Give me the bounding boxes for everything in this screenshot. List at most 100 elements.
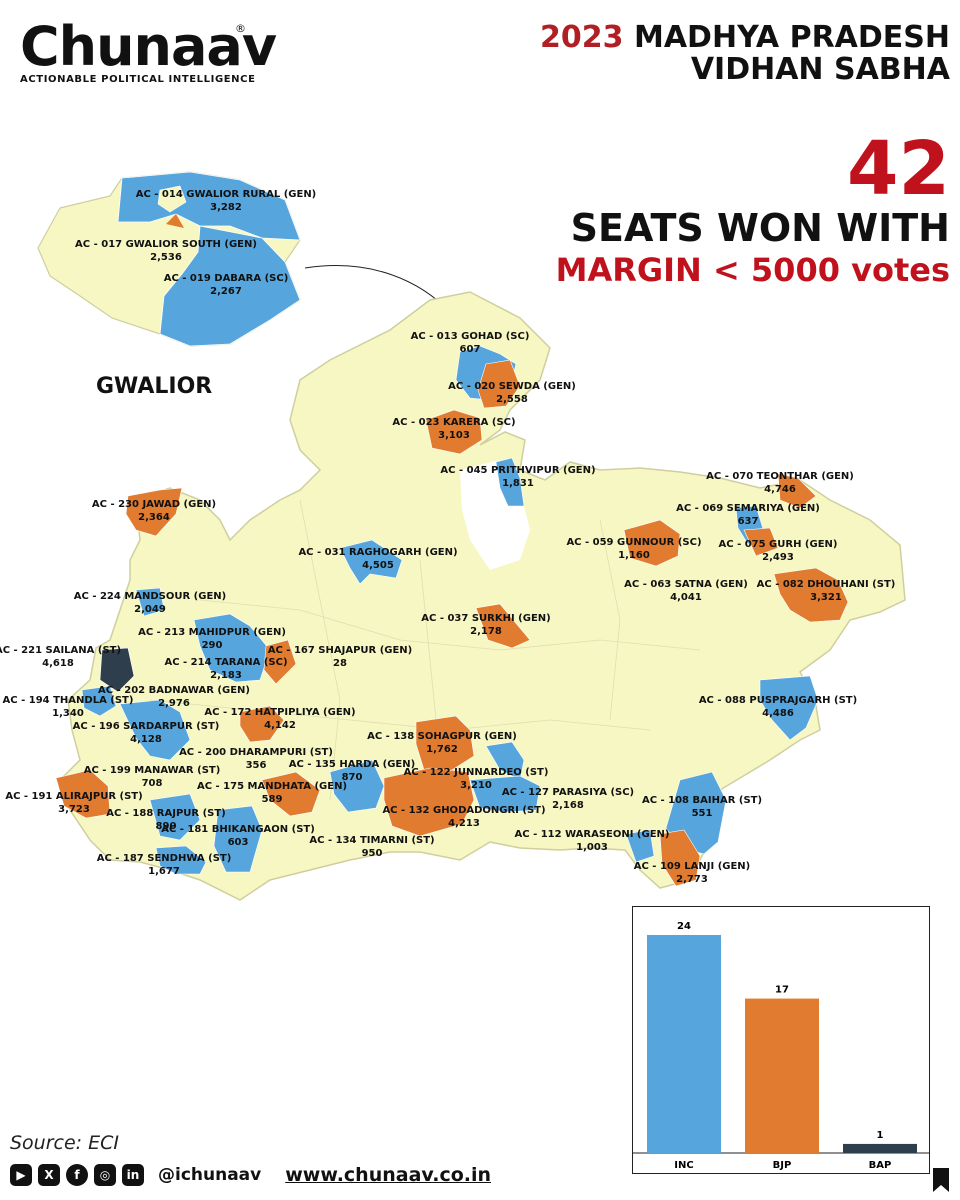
constituency-label: AC - 017 GWALIOR SOUTH (GEN) 2,536 [75,238,257,264]
constituency-margin: 637 [737,516,759,527]
constituency-margin: 4,142 [264,720,296,731]
constituency-margin: 2,267 [210,286,242,297]
social-handle[interactable]: @ichunaav [158,1165,262,1185]
constituency-margin: 870 [341,772,363,783]
constituency-margin: 2,364 [138,512,170,523]
constituency-name: AC - 172 HATPIPLIYA (GEN) [204,707,356,718]
constituency-margin: 2,183 [210,670,242,681]
constituency-label: AC - 014 GWALIOR RURAL (GEN) 3,282 [136,188,317,214]
constituency-name: AC - 199 MANAWAR (ST) [83,765,221,776]
constituency-name: AC - 221 SAILANA (ST) [0,645,122,656]
constituency-name: AC - 069 SEMARIYA (GEN) [676,503,820,514]
constituency-margin: 4,746 [764,484,796,495]
constituency-name: AC - 188 RAJPUR (ST) [106,808,226,819]
constituency-margin: 551 [691,808,713,819]
constituency-name: AC - 202 BADNAWAR (GEN) [98,685,250,696]
constituency-margin: 2,168 [552,800,584,811]
constituency-label: AC - 181 BHIKANGAON (ST) 603 [161,823,315,849]
constituency-label: AC - 135 HARDA (GEN) 870 [289,758,415,784]
constituency-margin: 4,618 [42,658,74,669]
headline-assembly: VIDHAN SABHA [690,52,950,87]
constituency-name: AC - 181 BHIKANGAON (ST) [161,824,315,835]
constituency-label: AC - 213 MAHIDPUR (GEN) 290 [138,626,286,652]
brand-logo: Chunaav ® ACTIONABLE POLITICAL INTELLIGE… [20,15,277,86]
constituency-margin: 603 [227,837,249,848]
website-link[interactable]: www.chunaav.co.in [285,1164,492,1186]
constituency-label: AC - 088 PUSPRAJGARH (ST) 4,486 [699,694,857,720]
constituency-name: AC - 224 MANDSOUR (GEN) [73,591,227,602]
constituency-label: AC - 108 BAIHAR (ST) 551 [642,794,762,820]
constituency-name: AC - 134 TIMARNI (ST) [309,835,435,846]
constituency-name: AC - 109 LANJI (GEN) [633,861,751,872]
bar-chart-svg: 24 INC 17 BJP 1 BAP [633,921,929,1171]
constituency-margin: 4,505 [362,560,394,571]
constituency-label: AC - 221 SAILANA (ST) 4,618 [0,644,121,670]
constituency-name: AC - 122 JUNNARDEO (ST) [403,767,549,778]
constituency-label: AC - 063 SATNA (GEN) 4,041 [624,578,748,604]
constituency-name: AC - 023 KARERA (SC) [392,417,516,428]
constituency-margin: 2,493 [762,552,794,563]
constituency-label: AC - 196 SARDARPUR (ST) 4,128 [73,720,220,746]
headline: 2023 MADHYA PRADESH VIDHAN SABHA [540,22,950,86]
stat-block: 42 SEATS WON WITH MARGIN < 5000 votes [556,132,950,290]
constituency-name: AC - 135 HARDA (GEN) [288,759,416,770]
headline-year: 2023 [540,20,624,55]
constituency-name: AC - 112 WARASEONI (GEN) [514,829,670,840]
constituency-name: AC - 082 DHOUHANI (ST) [756,579,896,590]
x-icon[interactable]: X [38,1164,60,1186]
constituency-name: AC - 230 JAWAD (GEN) [91,499,217,510]
bar-category-label: BAP [869,1160,892,1171]
constituency-margin: 290 [201,640,223,651]
bar-value-label: 24 [677,921,691,932]
facebook-icon[interactable]: f [66,1164,88,1186]
constituency-label: AC - 013 GOHAD (SC) 607 [411,330,530,356]
constituency-margin: 2,976 [158,698,190,709]
bap-constituencies [99,647,135,693]
constituency-name: AC - 132 GHODADONGRI (ST) [382,805,546,816]
constituency-margin: 4,128 [130,734,162,745]
constituency-margin: 2,536 [150,252,182,263]
constituency-margin: 1,340 [52,708,84,719]
constituency-margin: 2,049 [134,604,166,615]
footer-social: ▶ X f ◎ in @ichunaav www.chunaav.co.in [10,1164,491,1186]
constituency-name: AC - 167 SHAJAPUR (GEN) [267,645,413,656]
bookmark-icon[interactable] [932,1168,950,1192]
brand-tagline: ACTIONABLE POLITICAL INTELLIGENCE [20,74,256,85]
constituency-label: AC - 059 GUNNOUR (SC) 1,160 [566,536,701,562]
constituency-name: AC - 175 MANDHATA (GEN) [196,781,348,792]
constituency-label: AC - 188 RAJPUR (ST) 890 [106,807,226,833]
instagram-icon[interactable]: ◎ [94,1164,116,1186]
constituency-margin: 3,321 [810,592,842,603]
brand-name: Chunaav [20,15,277,78]
constituency-label: AC - 069 SEMARIYA (GEN) 637 [676,502,820,528]
seat-count-chart: 24 INC 17 BJP 1 BAP [632,906,930,1174]
constituency-label: AC - 175 MANDHATA (GEN) 589 [197,780,347,806]
constituency-name: AC - 045 PRITHVIPUR (GEN) [440,465,596,476]
bar-bap [843,1143,917,1153]
constituency-name: AC - 070 TEONTHAR (GEN) [706,471,854,482]
constituency-label: AC - 031 RAGHOGARH (GEN) 4,505 [298,546,457,572]
constituency-margin: 4,041 [670,592,702,603]
bar-value-label: 1 [877,1130,884,1141]
bar-value-label: 17 [775,985,789,996]
bar-bjp [745,998,819,1153]
constituency-margin: 4,486 [762,708,794,719]
constituency-label: AC - 200 DHARAMPURI (ST) 356 [179,746,333,772]
constituency-name: AC - 020 SEWDA (GEN) [448,381,576,392]
constituency-label: AC - 194 THANDLA (ST) 1,340 [3,694,134,720]
youtube-icon[interactable]: ▶ [10,1164,32,1186]
constituency-label: AC - 191 ALIRAJPUR (ST) 3,723 [5,790,142,816]
constituency-name: AC - 075 GURH (GEN) [718,539,838,550]
constituency-label: AC - 132 GHODADONGRI (ST) 4,213 [382,804,545,830]
linkedin-icon[interactable]: in [122,1164,144,1186]
constituency-margin: 28 [333,658,347,669]
gwalior-inset-map [37,171,301,347]
registered-mark: ® [235,22,246,35]
constituency-label: AC - 187 SENDHWA (ST) 1,677 [97,852,232,878]
constituency-label: AC - 224 MANDSOUR (GEN) 2,049 [74,590,226,616]
constituency-margin: 890 [155,821,177,832]
constituency-margin: 2,558 [496,394,528,405]
constituency-margin: 1,677 [148,866,180,877]
constituency-name: AC - 014 GWALIOR RURAL (GEN) [135,189,317,200]
